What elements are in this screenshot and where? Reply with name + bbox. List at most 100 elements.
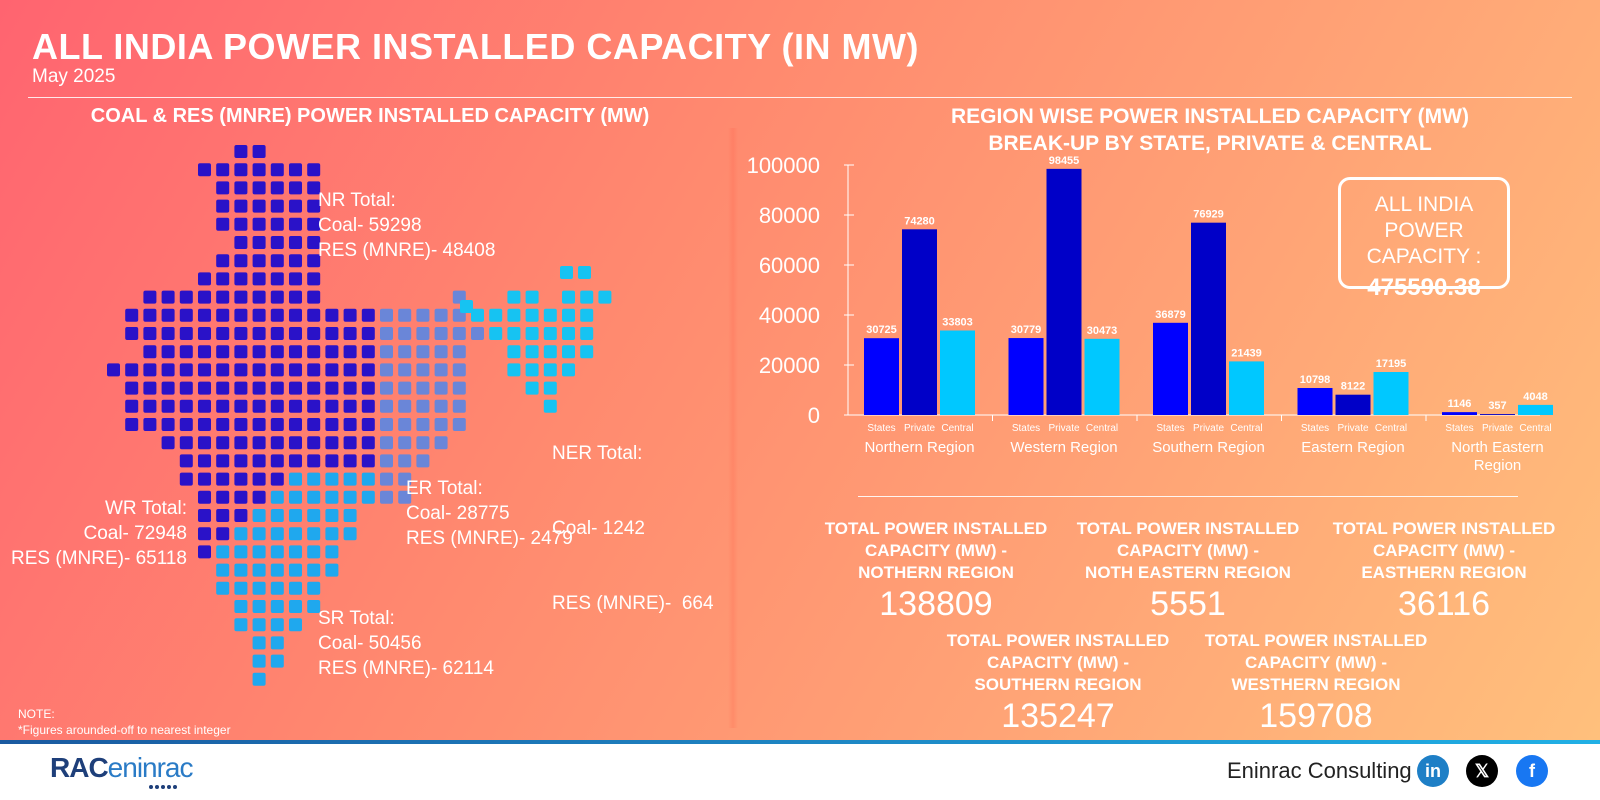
map-dot (398, 418, 412, 431)
map-dot (434, 363, 448, 377)
linkedin-icon[interactable]: in (1417, 755, 1449, 787)
map-dot (252, 472, 266, 486)
map-dot (234, 436, 248, 450)
map-dot (380, 308, 393, 322)
map-dot (270, 308, 284, 322)
brand-name: Eninrac Consulting (1227, 758, 1412, 783)
category-label: Eastern Region (1301, 439, 1404, 456)
map-dot (179, 290, 193, 304)
map-dot (179, 454, 193, 468)
stat-label: TOTAL POWER INSTALLED CAPACITY (MW) - EAST… (1332, 519, 1556, 582)
map-dot (507, 327, 521, 340)
map-dot (361, 472, 375, 486)
all-india-capacity-label: ALL INDIA POWER CAPACITY : (1366, 193, 1482, 268)
series-tick-label: Central (941, 423, 973, 434)
series-tick-label: Central (1375, 423, 1407, 434)
data-label: 76929 (1193, 209, 1224, 221)
map-dot (289, 345, 302, 359)
bar-private (1191, 222, 1226, 415)
map-dot (307, 308, 321, 322)
map-dot (289, 563, 302, 577)
map-dot (307, 272, 321, 286)
map-dot (270, 472, 284, 486)
map-dot (198, 381, 211, 395)
map-dot (325, 345, 339, 359)
map-dot (270, 327, 284, 340)
series-tick-label: Private (904, 423, 936, 434)
map-dot (416, 418, 430, 431)
map-dot (270, 654, 284, 668)
map-dot (307, 290, 321, 304)
stat-value: 138809 (879, 585, 993, 623)
map-dot (234, 308, 248, 322)
map-dot (562, 345, 575, 359)
map-dot (252, 545, 266, 559)
map-dot (198, 454, 211, 468)
map-dot (307, 600, 321, 613)
category-label: Region (1474, 457, 1522, 474)
map-dot (198, 472, 211, 486)
map-dot (434, 308, 448, 322)
all-india-capacity-value: 475590.38 (1367, 274, 1481, 301)
map-dot (143, 418, 157, 431)
map-dot (270, 199, 284, 213)
map-dot (234, 472, 248, 486)
map-dot (270, 600, 284, 613)
wr-coal: Coal- 72948 (83, 523, 187, 544)
map-dot (307, 327, 321, 340)
bar-states (1442, 412, 1477, 415)
map-dot (252, 581, 266, 595)
map-dot (398, 454, 412, 468)
total-northern-region: TOTAL POWER INSTALLED CAPACITY (MW) - NOTH… (816, 518, 1056, 624)
map-dot (307, 181, 321, 195)
map-dot (143, 399, 157, 413)
map-dot (325, 327, 339, 340)
map-dot (216, 345, 230, 359)
map-dot (434, 381, 448, 395)
series-tick-label: States (1301, 423, 1329, 434)
eninrac-logo[interactable]: RACeninrac (50, 752, 194, 784)
series-tick-label: Central (1519, 423, 1551, 434)
y-tick-label: 0 (808, 403, 820, 428)
map-dot (380, 327, 393, 340)
bar-private (1046, 168, 1082, 415)
bar-states (1008, 338, 1044, 415)
map-dot (252, 509, 266, 522)
map-dot (361, 308, 375, 322)
chart-title-line2: BREAK-UP BY STATE, PRIVATE & CENTRAL (988, 132, 1432, 155)
map-dot (543, 363, 557, 377)
map-dot (307, 581, 321, 595)
map-dot (398, 345, 412, 359)
map-dot (289, 600, 302, 613)
map-dot (234, 509, 248, 522)
total-southern-region: TOTAL POWER INSTALLED CAPACITY (MW) - SOUT… (938, 630, 1178, 736)
map-dot (161, 363, 175, 377)
map-dot (343, 363, 357, 377)
map-dot (179, 472, 193, 486)
map-dot (270, 563, 284, 577)
map-dot (307, 490, 321, 504)
facebook-icon[interactable]: f (1516, 755, 1548, 787)
map-dot (289, 272, 302, 286)
map-dot (252, 254, 266, 268)
map-dot (289, 290, 302, 304)
map-dot (234, 454, 248, 468)
logo-name: eninrac (107, 752, 194, 783)
data-label: 4048 (1523, 391, 1547, 403)
bar-private (902, 229, 937, 415)
map-dot (289, 199, 302, 213)
map-dot (289, 490, 302, 504)
map-dot (434, 345, 448, 359)
map-dot (270, 436, 284, 450)
er-total-label: ER Total: Coal- 28775 RES (MNRE)- 2479 (406, 476, 573, 551)
map-dot (234, 272, 248, 286)
x-icon[interactable]: 𝕏 (1466, 755, 1498, 787)
data-label: 10798 (1300, 374, 1331, 386)
map-dot (307, 545, 321, 559)
map-dot (252, 436, 266, 450)
er-heading: ER Total: (406, 478, 483, 499)
map-dot (216, 181, 230, 195)
ner-total-label: NER Total: Coal- 1242 RES (MNRE)- 664 (552, 391, 714, 666)
map-dot (252, 163, 266, 177)
series-tick-label: Central (1230, 423, 1262, 434)
